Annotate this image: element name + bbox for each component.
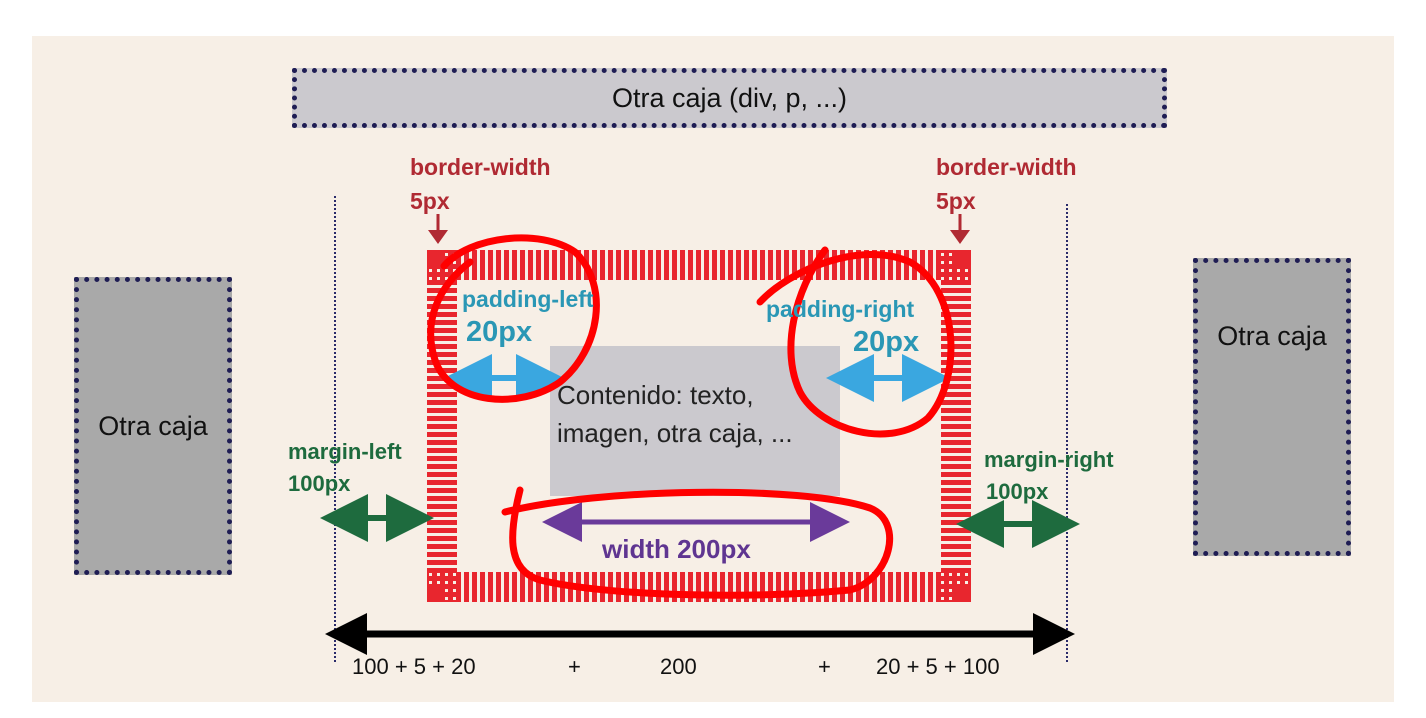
formula-right-terms: 20 + 5 + 100 <box>876 654 1000 679</box>
border-width-arrows <box>428 214 970 244</box>
width-label: width 200px <box>602 534 751 564</box>
content-line-1: Contenido: texto, <box>557 380 754 410</box>
margin-right-value: 100px <box>986 479 1049 504</box>
border-corner-br <box>953 584 971 602</box>
right-box-label: Otra caja <box>1217 321 1327 351</box>
border-width-left-title: border-width <box>410 154 551 180</box>
margin-right-boundary <box>1066 204 1068 662</box>
annotation-circle-padding-left <box>427 234 600 403</box>
top-sibling-box: Otra caja (div, p, ...) <box>292 68 1167 128</box>
margin-left-boundary <box>334 196 336 662</box>
padding-left-title: padding-left <box>462 286 594 312</box>
left-box-label: Otra caja <box>98 410 208 441</box>
border-corner-bl <box>427 584 445 602</box>
right-sibling-box: Otra caja <box>1193 258 1351 556</box>
annotation-circle-width <box>501 486 894 599</box>
border-width-left-value: 5px <box>410 188 450 214</box>
margin-left-value: 100px <box>288 471 351 496</box>
margin-left-label: margin-left 100px <box>288 436 402 500</box>
margin-right-label: margin-right 100px <box>984 444 1114 508</box>
padding-left-value: 20px <box>466 316 533 348</box>
formula-plus-1: + <box>568 654 581 679</box>
border-width-right-title: border-width <box>936 154 1077 180</box>
margin-left-title: margin-left <box>288 439 402 464</box>
margin-right-title: margin-right <box>984 447 1114 472</box>
content-line-2: imagen, otra caja, ... <box>557 418 793 448</box>
formula-left-terms: 100 + 5 + 20 <box>352 654 476 679</box>
border-width-left-label: border-width 5px <box>410 150 551 218</box>
padding-right-value: 20px <box>853 326 920 358</box>
total-width-formula: 100 + 5 + 20 + 200 + 20 + 5 + 100 <box>350 654 1070 684</box>
annotation-circle-padding-right <box>756 246 955 438</box>
border-corner-tl <box>427 250 445 268</box>
content-text: Contenido: texto, imagen, otra caja, ... <box>557 376 842 452</box>
left-sibling-box: Otra caja <box>74 277 232 575</box>
border-left <box>427 250 457 602</box>
top-box-label: Otra caja (div, p, ...) <box>611 82 848 113</box>
border-width-right-label: border-width 5px <box>936 150 1077 218</box>
border-corner-tr <box>953 250 971 268</box>
formula-plus-2: + <box>818 654 831 679</box>
padding-right-title: padding-right <box>766 296 915 322</box>
red-annotations <box>427 234 955 599</box>
formula-content-width: 200 <box>660 654 697 679</box>
border-width-right-value: 5px <box>936 188 976 214</box>
